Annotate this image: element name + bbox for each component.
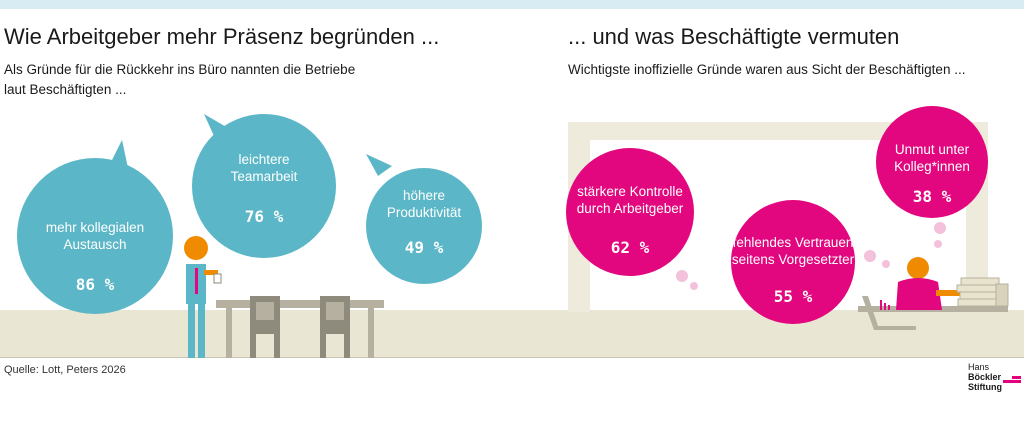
bubble-5-label-line-1: fehlendes Vertrauen [733,235,854,250]
bubble-3-label-line-1: höhere [403,188,445,203]
logo-mark-bar [1003,380,1021,383]
bubble-leichtere-teamarbeit: leichtere Teamarbeit 76 % [192,114,336,258]
bubble-1-label-line-2: Austausch [63,237,126,252]
bubble-4-value: 62 % [611,238,650,257]
thought-dots-3 [934,222,946,248]
left-title: Wie Arbeitgeber mehr Präsenz begründen .… [4,24,440,49]
bubble-3-value: 49 % [405,238,444,257]
standing-person-figure [184,236,222,358]
sitting-person-figure [896,257,960,310]
bubble-2-label-line-2: Teamarbeit [231,169,298,184]
right-subtitle: Wichtigste inoffizielle Gründe waren aus… [568,62,966,77]
bubble-1-value: 86 % [76,275,115,294]
bubble-4-circle [566,148,694,276]
thought-dots-1 [676,270,698,290]
meeting-table [216,300,384,358]
right-title: ... und was Beschäftigte vermuten [568,24,900,49]
laptop [862,296,916,330]
left-subtitle-line-1: Als Gründe für die Rückkehr ins Büro nan… [4,62,356,77]
bubble-6-label-line-2: Kolleg*innen [894,159,970,174]
logo-text-stiftung: Stiftung [968,382,1002,392]
bubble-1-circle [17,158,173,314]
bubble-6-circle [876,106,988,218]
floor-band [0,310,1024,358]
bubble-6-label-line-1: Unmut unter [895,142,970,157]
floor-line [0,357,1024,358]
bubble-fehlendes-vertrauen: fehlendes Vertrauen seitens Vorgesetzter… [731,200,855,324]
bubble-staerkere-kontrolle: stärkere Kontrolle durch Arbeitgeber 62 … [566,148,694,276]
bubble-5-label-line-2: seitens Vorgesetzter [732,252,855,267]
left-subtitle: Als Gründe für die Rückkehr ins Büro nan… [4,60,355,100]
bubble-4-label-line-1: stärkere Kontrolle [577,184,683,199]
bubble-2-label-line-1: leichtere [238,152,289,167]
book-stack [956,277,1009,307]
bubble-6-value: 38 % [913,187,952,206]
bubble-3-label-line-2: Produktivität [387,205,462,220]
hans-boeckler-stiftung-logo: Hans Böckler Stiftung [968,362,1024,392]
source-note: Quelle: Lott, Peters 2026 [4,364,126,376]
chair-right [320,296,350,358]
logo-text-hans: Hans [968,362,990,372]
chair-left [250,296,280,358]
bubble-unmut-unter-kolleginnen: Unmut unter Kolleg*innen 38 % [876,106,988,218]
bubble-5-circle [731,200,855,324]
bubble-5-value: 55 % [774,287,813,306]
bubble-2-value: 76 % [245,207,284,226]
bubble-mehr-kollegialen-austausch: mehr kollegialen Austausch 86 % [17,140,173,314]
logo-text-boeckler: Böckler [968,372,1002,382]
logo-mark-bar-small [1012,376,1021,379]
left-subtitle-line-2: laut Beschäftigten ... [4,82,127,97]
bubble-2-circle [192,114,336,258]
bubble-hoehere-produktivitaet: höhere Produktivität 49 % [366,154,482,284]
bubble-4-label-line-2: durch Arbeitgeber [577,201,684,216]
bubble-1-label-line-1: mehr kollegialen [46,220,144,235]
thought-dots-2 [864,250,890,268]
bubble-3-tail [366,154,392,176]
top-banner [0,0,1024,9]
bubble-3-circle [366,168,482,284]
